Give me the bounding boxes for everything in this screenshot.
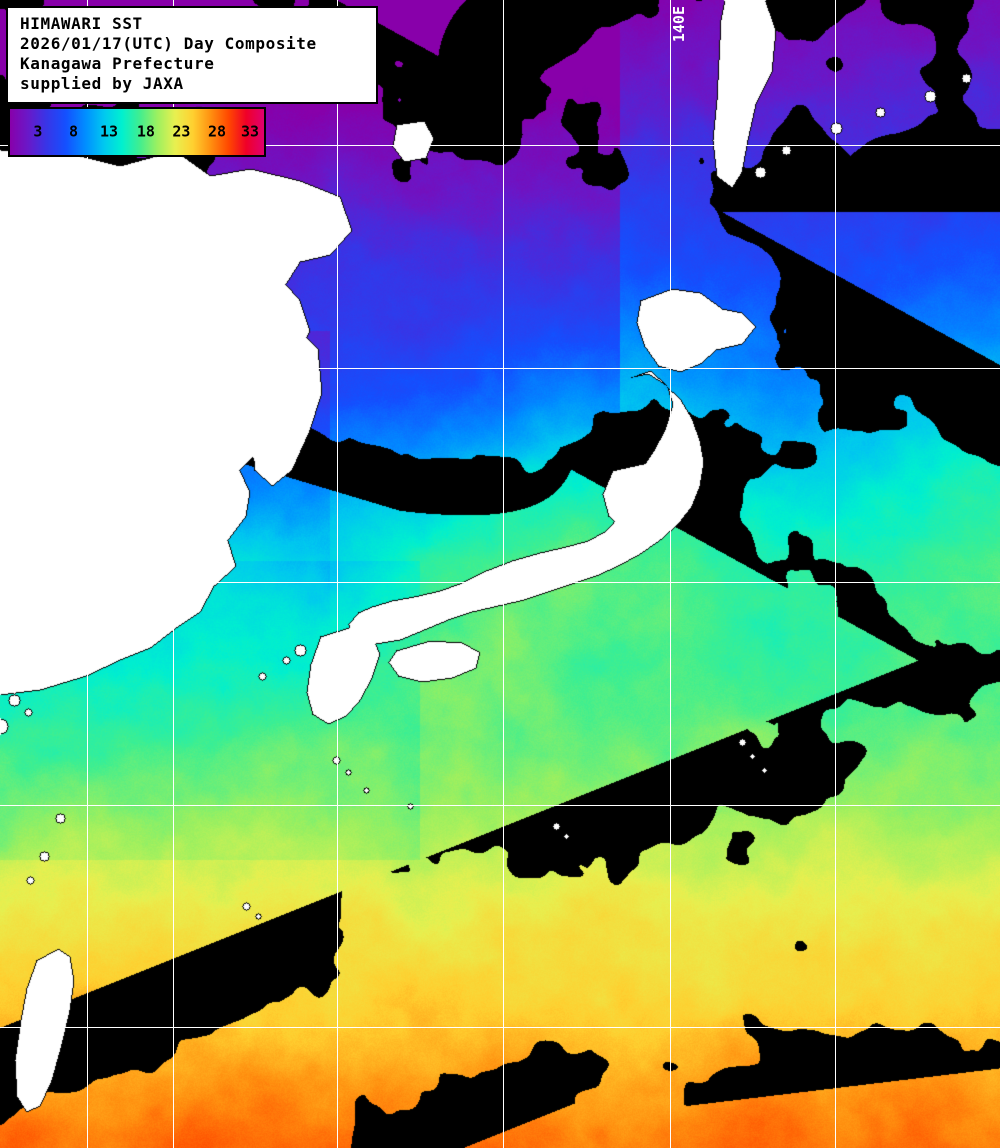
title-line-source: supplied by JAXA [20,74,184,93]
colorbar-gradient [10,109,264,155]
title-box: HIMAWARI SST 2026/01/17(UTC) Day Composi… [6,6,378,104]
colorbar: 3 8 13 18 23 28 33 [8,107,266,157]
colorbar-tick-labels: 3 8 13 18 23 28 33 [10,109,264,155]
colorbar-tick-13: 13 [100,122,119,141]
title-line-region: Kanagawa Prefecture [20,54,215,73]
colorbar-tick-18: 18 [136,122,155,141]
title-line-date: 2026/01/17(UTC) Day Composite [20,34,317,53]
title-line-product: HIMAWARI SST [20,14,143,33]
colorbar-tick-8: 8 [68,122,79,141]
colorbar-tick-28: 28 [207,122,227,141]
colorbar-tick-3: 3 [33,122,43,141]
colorbar-tick-23: 23 [172,122,191,141]
colorbar-tick-33: 33 [240,122,260,141]
